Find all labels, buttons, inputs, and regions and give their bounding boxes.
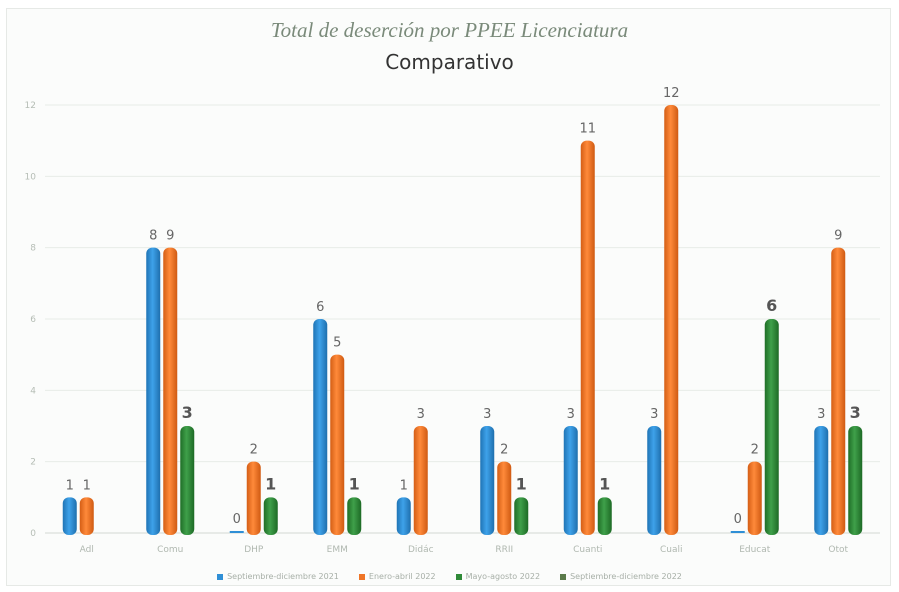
data-label: 1 — [516, 474, 527, 493]
bar-series-2 — [79, 497, 94, 535]
data-label: 9 — [834, 229, 842, 244]
y-tick-label: 8 — [30, 244, 36, 254]
legend-label: Mayo-agosto 2022 — [465, 572, 541, 581]
data-label: 8 — [149, 229, 157, 244]
y-tick-label: 2 — [30, 458, 36, 468]
bar-series-3 — [514, 497, 529, 535]
data-label: 0 — [233, 512, 241, 527]
x-tick-label: Didác — [408, 545, 434, 555]
data-label: 12 — [663, 86, 680, 101]
data-label: 1 — [400, 478, 408, 493]
data-label: 6 — [316, 300, 324, 315]
x-tick-label: Adl — [80, 545, 94, 555]
chart-subtitle: Comparativo — [385, 50, 514, 74]
legend-item: Enero-abril 2022 — [358, 572, 436, 581]
bar-series-2 — [163, 247, 178, 535]
y-tick-label: 4 — [30, 386, 36, 396]
legend-item: Mayo-agosto 2022 — [455, 572, 541, 581]
x-tick-label: Educat — [739, 545, 771, 555]
x-tick-label: DHP — [244, 545, 264, 555]
bar-series-2 — [413, 426, 428, 535]
data-label: 3 — [850, 403, 861, 422]
x-tick-label: Cuali — [660, 545, 683, 555]
bar-series-1 — [563, 426, 578, 535]
legend: Septiembre-diciembre 2021 Enero-abril 202… — [0, 572, 899, 581]
bar-series-1 — [814, 426, 829, 535]
bar-series-1 — [730, 531, 745, 533]
bar-series-2 — [664, 105, 679, 535]
bar-series-1 — [146, 247, 161, 535]
y-tick-label: 6 — [30, 315, 36, 325]
legend-item: Septiembre-diciembre 2022 — [560, 572, 682, 581]
bar-series-3 — [848, 426, 863, 535]
data-label: 3 — [817, 407, 825, 422]
y-tick-label: 10 — [25, 172, 37, 182]
chart-title: Total de deserción por PPEE Licenciatura — [270, 18, 629, 42]
legend-swatch — [560, 573, 567, 580]
data-label: 3 — [650, 407, 658, 422]
data-label: 9 — [166, 229, 174, 244]
bar-series-2 — [246, 461, 261, 535]
x-tick-label: RRII — [495, 545, 513, 555]
bar-series-1 — [229, 531, 244, 533]
bar-series-3 — [180, 426, 195, 535]
data-label: 5 — [333, 336, 341, 351]
y-tick-label: 12 — [25, 101, 36, 111]
bar-series-3 — [347, 497, 362, 535]
x-tick-label: Comu — [157, 545, 183, 555]
y-tick-label: 0 — [30, 529, 36, 539]
legend-swatch — [358, 573, 365, 580]
data-label: 2 — [751, 443, 759, 458]
data-label: 3 — [483, 407, 491, 422]
data-label: 6 — [766, 296, 777, 315]
bar-series-2 — [580, 140, 595, 535]
legend-label: Septiembre-diciembre 2021 — [227, 572, 339, 581]
bar-series-3 — [597, 497, 612, 535]
data-label: 0 — [734, 512, 742, 527]
data-label: 1 — [599, 474, 610, 493]
data-label: 1 — [83, 478, 91, 493]
data-label: 2 — [500, 443, 508, 458]
bar-series-1 — [313, 319, 328, 535]
data-label: 1 — [265, 474, 276, 493]
x-tick-label: EMM — [327, 545, 348, 555]
data-label: 2 — [250, 443, 258, 458]
legend-label: Septiembre-diciembre 2022 — [570, 572, 682, 581]
bars-layer — [62, 105, 863, 535]
data-label: 3 — [417, 407, 425, 422]
legend-item: Septiembre-diciembre 2021 — [217, 572, 339, 581]
data-label: 3 — [567, 407, 575, 422]
bar-series-2 — [831, 247, 846, 535]
data-label: 1 — [66, 478, 74, 493]
x-tick-label: Cuanti — [573, 545, 602, 555]
bar-series-1 — [62, 497, 77, 535]
bar-series-3 — [263, 497, 278, 535]
bar-series-1 — [480, 426, 495, 535]
bar-series-1 — [647, 426, 662, 535]
data-label: 3 — [182, 403, 193, 422]
bar-series-1 — [396, 497, 411, 535]
x-tick-label: Otot — [828, 545, 848, 555]
legend-swatch — [217, 573, 224, 580]
data-label: 1 — [349, 474, 360, 493]
legend-swatch — [455, 573, 462, 580]
bar-series-3 — [764, 319, 779, 535]
data-label: 11 — [579, 122, 596, 137]
bar-series-2 — [747, 461, 762, 535]
legend-label: Enero-abril 2022 — [368, 572, 436, 581]
bar-series-2 — [497, 461, 512, 535]
bar-series-2 — [330, 354, 345, 535]
